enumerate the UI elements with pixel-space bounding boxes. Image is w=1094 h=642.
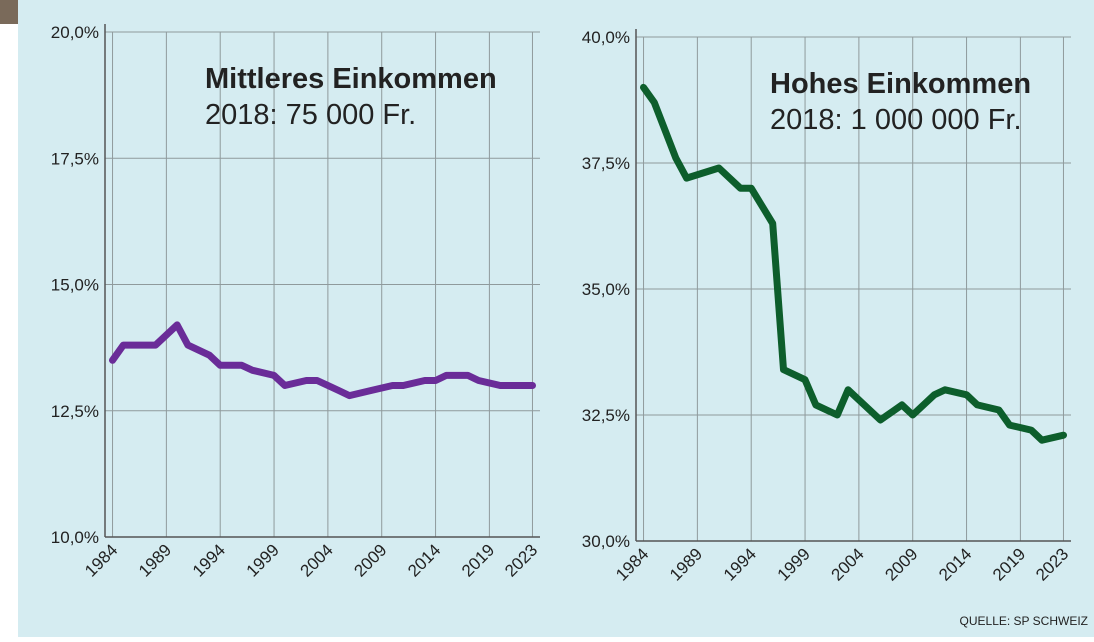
y-tick-label: 32,5%: [582, 406, 630, 425]
y-tick-label: 40,0%: [582, 28, 630, 47]
y-tick-label: 10,0%: [51, 528, 99, 547]
annotation-subtitle: 2018: 75 000 Fr.: [205, 99, 416, 131]
photo-corner: [0, 0, 18, 24]
y-tick-label: 17,5%: [51, 149, 99, 168]
y-tick-label: 37,5%: [582, 154, 630, 173]
chart: QUELLE: SP SCHWEIZ 10,0% 12,5% 15,0% 17,5% 2…: [0, 0, 1094, 637]
y-tick-label: 12,5%: [51, 402, 99, 421]
page: QUELLE: SP SCHWEIZ 10,0% 12,5% 15,0% 17,5% 2…: [0, 0, 1094, 637]
y-tick-label: 30,0%: [582, 532, 630, 551]
y-tick-label: 35,0%: [582, 280, 630, 299]
y-tick-label: 20,0%: [51, 23, 99, 42]
annotation-title: Mittleres Einkommen: [205, 63, 497, 95]
source: QUELLE: SP SCHWEIZ: [960, 614, 1088, 628]
annotation-subtitle: 2018: 1 000 000 Fr.: [770, 104, 1022, 136]
annotation-title: Hohes Einkommen: [770, 68, 1031, 100]
y-tick-label: 15,0%: [51, 276, 99, 295]
